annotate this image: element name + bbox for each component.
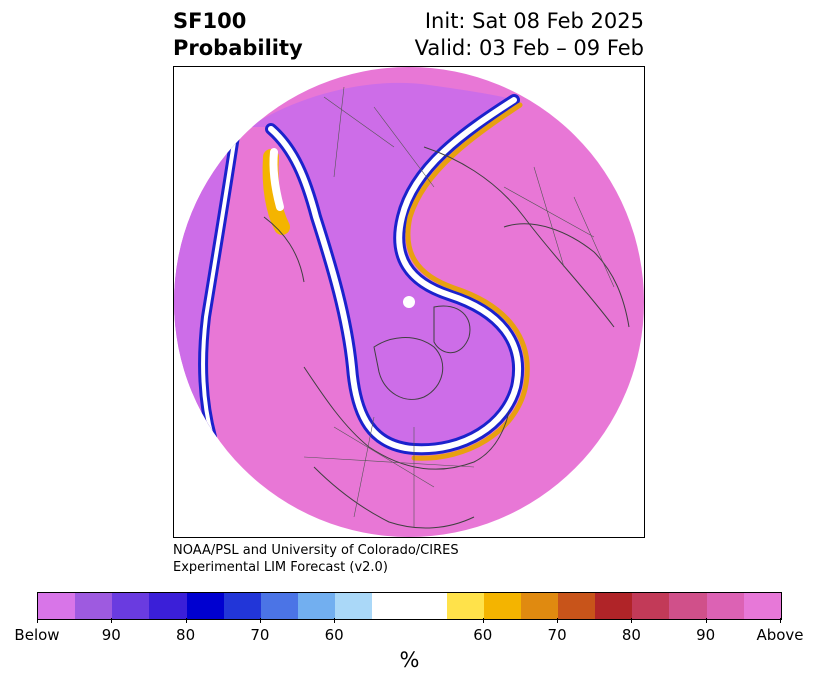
colorbar-segment <box>112 593 150 619</box>
colorbar-tick-label: 80 <box>621 626 641 644</box>
colorbar-segment <box>706 593 744 619</box>
colorbar-tick <box>259 618 261 623</box>
colorbar-tick <box>111 618 113 623</box>
colorbar-segment <box>149 593 187 619</box>
colorbar-tick-label: Below <box>14 626 60 644</box>
colorbar-tick <box>780 618 781 623</box>
colorbar-tick-label: 60 <box>324 626 344 644</box>
init-date-label: Init: Sat 08 Feb 2025 <box>424 9 644 33</box>
pole-marker <box>403 296 415 308</box>
forecast-map <box>173 66 645 538</box>
borders <box>303 86 615 527</box>
colorbar-segment <box>186 593 224 619</box>
colorbar-segment <box>632 593 670 619</box>
colorbar-segment <box>743 593 781 619</box>
colorbar-segment <box>669 593 707 619</box>
colorbar-segment <box>595 593 633 619</box>
colorbar-segment <box>75 593 113 619</box>
credit-line-2: Experimental LIM Forecast (v2.0) <box>173 560 388 575</box>
polar-projection-map <box>174 67 644 537</box>
map-title-right: Init: Sat 08 Feb 2025 Valid: 03 Feb – 09… <box>415 8 644 62</box>
colorbar-tick <box>185 618 187 623</box>
colorbar-segment <box>335 593 373 619</box>
colorbar-tick-label: 70 <box>250 626 270 644</box>
colorbar-segment <box>297 593 336 619</box>
colorbar-segment <box>520 593 558 619</box>
valid-range-label: Valid: 03 Feb – 09 Feb <box>414 36 644 60</box>
coastlines <box>263 146 630 529</box>
colorbar-ticks: Below 90 80 70 60 60 70 80 90 Above <box>14 618 804 648</box>
credit-line-1: NOAA/PSL and University of Colorado/CIRE… <box>173 543 459 558</box>
data-credit: NOAA/PSL and University of Colorado/CIRE… <box>173 542 459 576</box>
colorbar-segment <box>38 593 76 619</box>
colorbar-segment <box>409 593 447 619</box>
colorbar-tick <box>334 618 336 623</box>
colorbar-tick-label: 90 <box>101 626 121 644</box>
below-region <box>249 82 521 453</box>
probability-colorbar <box>37 592 782 620</box>
colorbar-segment <box>260 593 298 619</box>
anomaly-boundary <box>198 94 530 461</box>
colorbar-segment <box>372 593 410 619</box>
colorbar-segment <box>557 593 596 619</box>
colorbar-segment <box>446 593 484 619</box>
colorbar-tick-label: 60 <box>473 626 493 644</box>
colorbar-tick <box>631 618 633 623</box>
colorbar-tick <box>482 618 484 623</box>
colorbar-segment <box>483 593 521 619</box>
colorbar-tick-label: Above <box>756 626 804 644</box>
map-title-left: SF100 Probability <box>173 8 303 62</box>
colorbar-tick-label: 70 <box>547 626 567 644</box>
colorbar-tick-label: 80 <box>176 626 196 644</box>
title-variable: SF100 <box>173 9 247 33</box>
colorbar-segment <box>223 593 261 619</box>
colorbar-tick <box>557 618 559 623</box>
colorbar-tick <box>37 618 38 623</box>
colorbar-tick <box>705 618 707 623</box>
title-metric: Probability <box>173 36 303 60</box>
colorbar-unit-label: % <box>399 648 420 672</box>
colorbar-tick-label: 90 <box>696 626 716 644</box>
